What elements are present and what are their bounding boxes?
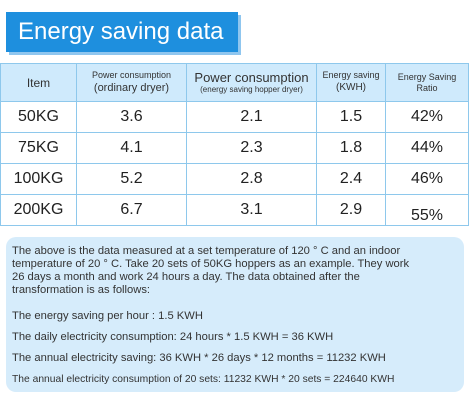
cell-item: 50KG	[0, 101, 77, 133]
cell-ordinary: 5.2	[76, 163, 187, 195]
cell-saving-dryer: 2.1	[186, 101, 317, 133]
cell-energy-saving: 1.5	[316, 101, 386, 133]
table-row: 50KG 3.6 2.1 1.5 42%	[0, 101, 469, 133]
header-saving-ratio: Energy Saving Ratio	[385, 63, 469, 102]
cell-ratio: 46%	[385, 163, 469, 195]
cell-ratio: 42%	[385, 101, 469, 133]
cell-saving-dryer: 2.8	[186, 163, 317, 195]
note-daily: The daily electricity consumption: 24 ho…	[12, 331, 334, 343]
cell-energy-saving: 1.8	[316, 132, 386, 164]
note-paragraph-line: temperature of 20 ° C. Take 20 sets of 5…	[12, 258, 410, 270]
table-row: 200KG 6.7 3.1 2.9 55%	[0, 194, 469, 226]
note-paragraph-line: 26 days a month and work 24 hours a day.…	[12, 271, 360, 283]
header-power-saving: Power consumption (energy saving hopper …	[186, 63, 317, 102]
note-per-hour: The energy saving per hour : 1.5 KWH	[12, 310, 203, 322]
cell-saving-dryer: 3.1	[186, 194, 317, 226]
cell-ratio: 44%	[385, 132, 469, 164]
cell-ratio: 55%	[385, 194, 469, 226]
cell-ordinary: 3.6	[76, 101, 187, 133]
note-annual-20-sets: The annual electricity consumption of 20…	[12, 374, 395, 385]
header-power-ordinary: Power consumption (ordinary dryer)	[76, 63, 187, 102]
table-row: 100KG 5.2 2.8 2.4 46%	[0, 163, 469, 195]
header-item: Item	[0, 63, 77, 102]
energy-saving-table: Item Power consumption (ordinary dryer) …	[0, 63, 469, 226]
table-header-row: Item Power consumption (ordinary dryer) …	[0, 63, 469, 102]
cell-energy-saving: 2.4	[316, 163, 386, 195]
cell-item: 200KG	[0, 194, 77, 226]
header-energy-saving: Energy saving (KWH)	[316, 63, 386, 102]
note-annual: The annual electricity saving: 36 KWH * …	[12, 352, 386, 364]
cell-ordinary: 4.1	[76, 132, 187, 164]
page-title: Energy saving data	[18, 18, 224, 45]
note-paragraph-line: transformation is as follows:	[12, 284, 151, 296]
calculation-notes: The above is the data measured at a set …	[6, 237, 464, 392]
cell-item: 100KG	[0, 163, 77, 195]
cell-item: 75KG	[0, 132, 77, 164]
table-row: 75KG 4.1 2.3 1.8 44%	[0, 132, 469, 164]
cell-energy-saving: 2.9	[316, 194, 386, 226]
cell-saving-dryer: 2.3	[186, 132, 317, 164]
note-paragraph-line: The above is the data measured at a set …	[12, 245, 401, 257]
title-banner: Energy saving data	[6, 12, 238, 52]
cell-ordinary: 6.7	[76, 194, 187, 226]
